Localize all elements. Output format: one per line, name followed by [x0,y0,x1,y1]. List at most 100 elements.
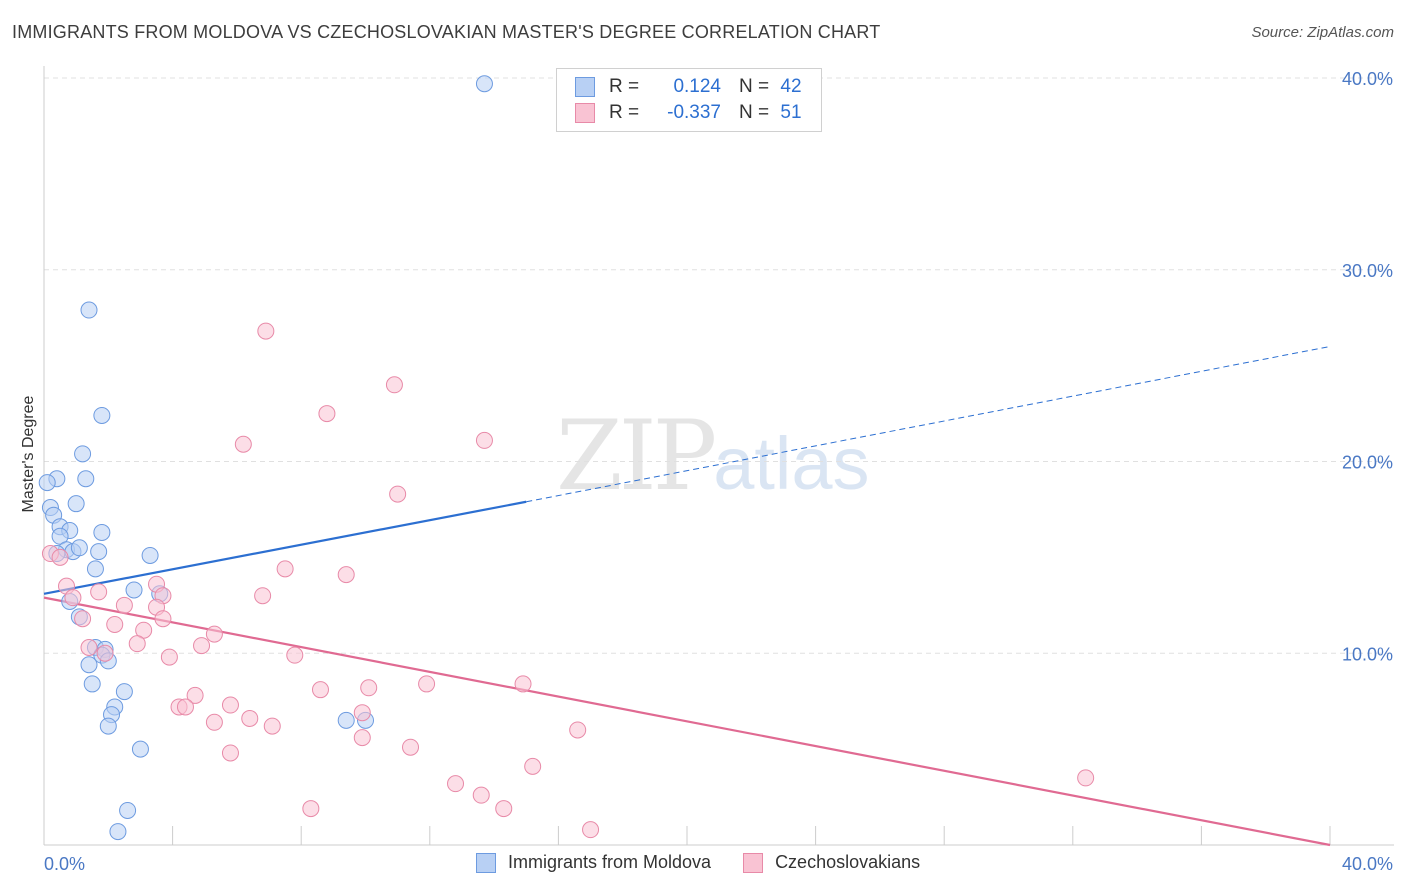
czechoslovakian-trend-line [43,596,1331,847]
moldova-point [83,675,101,693]
czechoslovakian-point [286,646,304,664]
czechoslovakian-point [176,698,194,716]
series-legend: Immigrants from Moldova Czechoslovakians [476,852,952,873]
x-tick-label: 0.0% [44,854,85,874]
czechoslovakian-point [418,675,436,693]
moldova-point [141,546,159,564]
moldova-point [38,474,56,492]
legend-n-value: 51 [780,102,802,123]
legend-label-moldova: Immigrants from Moldova [508,852,712,872]
moldova-point [99,717,117,735]
czechoslovakian-point [128,635,146,653]
y-tick-label: 40.0% [1342,69,1393,89]
czechoslovakian-point [447,775,465,793]
moldova-point [80,301,98,319]
legend-swatch-czechoslovakians [575,103,595,123]
czechoslovakian-point [514,675,532,693]
czechoslovakian-point [115,596,133,614]
czechoslovakian-point [160,648,178,666]
watermark: ZIPatlas [556,400,870,512]
czechoslovakian-point [254,587,272,605]
moldova-point [115,683,133,701]
czechoslovakian-point [193,637,211,655]
legend-swatch-moldova [575,77,595,97]
legend-r-value: -0.337 [667,102,721,123]
czechoslovakian-point [385,376,403,394]
correlation-legend: R = 0.124 N = 42 R = -0.337 N = 51 [556,68,822,132]
legend-row-moldova: R = 0.124 N = 42 [575,75,807,99]
data-points [38,75,1095,841]
y-tick-label: 30.0% [1342,261,1393,281]
czechoslovakian-point [263,717,281,735]
moldova-trend-extension [526,345,1331,503]
legend-row-czechoslovakians: R = -0.337 N = 51 [575,101,807,125]
moldova-point [119,801,137,819]
moldova-point [337,711,355,729]
y-tick-label: 10.0% [1342,644,1393,664]
legend-n-label: N = [739,102,770,123]
czechoslovakian-point [302,800,320,818]
moldova-point [86,560,104,578]
moldova-point [109,823,127,841]
moldova-point [93,406,111,424]
legend-r-label: R = [609,102,640,123]
czechoslovakian-point [186,686,204,704]
moldova-point [77,470,95,488]
tick-labels: 10.0% 20.0% 30.0% 40.0% 0.0% 40.0% [44,69,1393,874]
moldova-point [90,543,108,561]
trend-lines [43,345,1331,847]
czechoslovakian-point [389,485,407,503]
x-tick-label: 40.0% [1342,854,1393,874]
czechoslovakian-point [51,548,69,566]
moldova-trend-line [43,500,527,595]
czechoslovakian-point [337,566,355,584]
legend-swatch-moldova [476,852,496,873]
czechoslovakian-point [276,560,294,578]
legend-item-moldova[interactable]: Immigrants from Moldova [476,852,711,873]
moldova-point [74,445,92,463]
y-tick-label: 20.0% [1342,453,1393,473]
legend-item-czechoslovakians[interactable]: Czechoslovakians [743,852,920,873]
czechoslovakian-point [205,625,223,643]
czechoslovakian-point [205,713,223,731]
czechoslovakian-point [241,709,259,727]
czechoslovakian-point [353,729,371,747]
legend-n-value: 42 [780,76,802,97]
moldova-point [475,75,493,93]
czechoslovakian-point [74,610,92,628]
moldova-point [93,523,111,541]
moldova-point [80,656,98,674]
czechoslovakian-point [90,583,108,601]
czechoslovakian-point [64,589,82,607]
czechoslovakian-point [475,431,493,449]
czechoslovakian-point [318,405,336,423]
legend-label-czechoslovakians: Czechoslovakians [775,852,921,872]
gridlines [44,77,1394,654]
czechoslovakian-point [80,638,98,656]
legend-r-label: R = [609,76,640,97]
moldova-point [131,740,149,758]
czechoslovakian-point [402,738,420,756]
czechoslovakian-point [221,744,239,762]
czechoslovakian-point [234,435,252,453]
chart-title: IMMIGRANTS FROM MOLDOVA VS CZECHOSLOVAKI… [12,22,881,42]
legend-n-label: N = [739,76,770,97]
czechoslovakian-point [524,757,542,775]
source-label: Source: ZipAtlas.com [1251,24,1394,41]
czechoslovakian-point [221,696,239,714]
czechoslovakian-point [106,615,124,633]
czechoslovakian-point [257,322,275,340]
moldova-point [70,539,88,557]
moldova-point [67,495,85,513]
czechoslovakian-point [311,681,329,699]
moldova-point [125,581,143,599]
legend-r-value: 0.124 [673,76,721,97]
czechoslovakian-point [472,786,490,804]
legend-swatch-czechoslovakians [743,852,764,873]
czechoslovakian-point [353,704,371,722]
czechoslovakian-point [1077,769,1095,787]
czechoslovakian-point [360,679,378,697]
czechoslovakian-point [582,821,600,839]
axes [43,66,1394,846]
